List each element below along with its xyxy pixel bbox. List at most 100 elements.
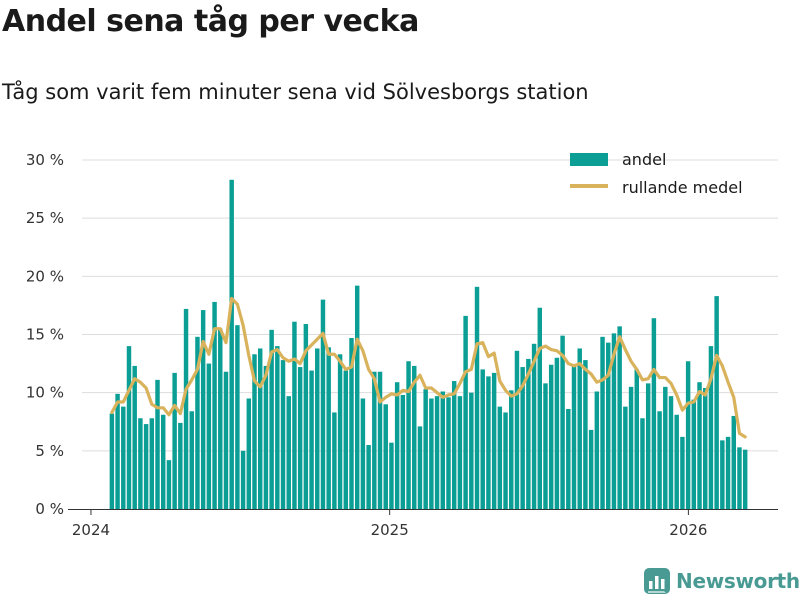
legend: andel rullande medel [570,150,743,197]
bar [606,342,611,509]
bar [469,392,474,509]
bar [645,383,651,509]
bar [360,398,366,509]
bar [503,412,508,509]
bar [354,285,360,509]
bar [412,365,417,509]
bar [640,418,645,509]
bar [200,310,206,509]
bar [394,382,400,509]
bar [611,333,617,509]
bar [583,360,588,509]
bar-series-andel [109,179,748,509]
bar [349,337,354,509]
bar [126,346,132,509]
x-tick-label: 2026 [669,521,707,539]
bar [531,343,537,509]
bar [509,390,514,509]
bar [554,357,560,509]
bar [252,354,257,509]
bar [138,418,143,509]
bar [263,365,269,509]
y-axis-labels: 0 % 5 % 10 % 15 % 20 % 25 % 30 % [26,151,64,518]
chart-title: Andel sena tåg per vecka [2,4,419,39]
bar [520,367,525,509]
bar [269,329,274,509]
bar [166,460,172,509]
bar [714,296,719,509]
bar [212,301,217,509]
bar [697,382,702,509]
bar [389,442,394,509]
legend-label-andel: andel [622,150,666,169]
bar [297,367,303,509]
bar [566,408,571,509]
y-tick-label: 5 % [35,442,64,460]
legend-swatch-andel [570,153,608,166]
bar [451,381,457,509]
bar [332,412,337,509]
x-axis: 2024 2025 2026 [68,509,778,539]
bar [423,389,428,509]
bar [320,299,326,509]
bar [651,318,657,509]
bar [372,371,377,509]
bar [206,363,212,509]
y-tick-label: 10 % [26,384,64,402]
y-tick-label: 30 % [26,151,64,169]
line-series-rullande-medel [110,296,747,439]
bar [560,335,565,509]
bar [457,396,463,509]
bar [577,348,582,509]
x-tick-label: 2025 [371,521,409,539]
brand-logo: Newsworthy [644,568,800,594]
bar [623,406,628,509]
bar [155,379,160,509]
bar [548,364,554,509]
bar [708,346,714,509]
bar [275,346,280,509]
bar [240,450,246,509]
bar [663,386,668,509]
bar [571,365,577,509]
bar [286,396,291,509]
bar [497,406,503,509]
bar [588,429,594,509]
bar [337,354,343,509]
bar [691,399,697,509]
bar [737,447,742,509]
bar [514,350,520,509]
bar [195,336,200,509]
bar [235,325,240,509]
bar [685,361,691,509]
bar [218,328,223,509]
y-tick-label: 25 % [26,209,64,227]
bar [377,371,383,509]
bar [343,370,349,509]
bar [742,449,748,509]
bar [680,436,685,509]
bar [326,347,331,509]
chart-subtitle: Tåg som varit fem minuter sena vid Sölve… [2,80,589,104]
chart-logo-icon [644,568,670,594]
bar [143,424,149,509]
bar [417,426,423,509]
bar [634,369,639,509]
brand-name: Newsworthy [676,569,800,593]
bar [480,369,485,509]
bar [526,358,531,509]
bar [109,413,115,509]
bar [720,440,725,509]
bar [474,286,480,509]
bar [491,372,497,509]
bar [486,376,491,509]
bar [160,414,166,509]
bar [657,411,662,509]
bar [383,404,388,509]
bar [434,396,440,509]
rolling-mean-line [110,296,747,439]
bar [303,324,309,509]
bar [406,361,411,509]
bar [600,336,605,509]
